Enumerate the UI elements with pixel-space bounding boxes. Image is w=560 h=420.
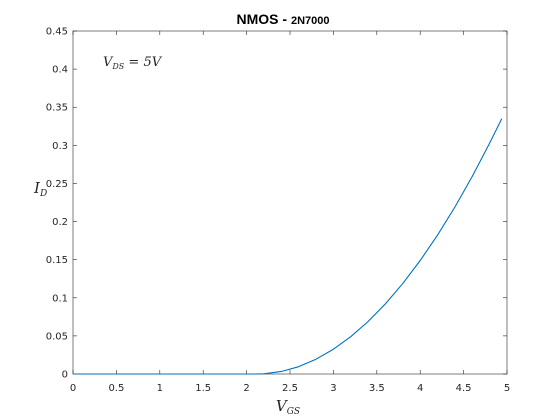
y-tick-label: 0.35 [46, 103, 68, 114]
y-tick-label: 0.05 [46, 331, 68, 342]
y-tick-label: 0.25 [46, 179, 68, 190]
x-axis-label: VGS [276, 397, 300, 417]
y-tick-label: 0.1 [52, 293, 68, 304]
x-tick-label: 3.5 [369, 383, 385, 394]
plot-area [72, 30, 508, 375]
x-tick-label: 4 [417, 383, 423, 394]
x-axis-label-sub: GS [287, 407, 300, 417]
x-tick-label: 2 [243, 383, 249, 394]
y-axis-ticks: 0 0.05 0.1 0.15 0.2 0.25 0.3 0.35 0.4 0.45 [46, 27, 507, 381]
x-tick-label: 0.5 [108, 383, 124, 394]
vds-annotation-sub: DS [111, 62, 124, 71]
chart-title-part: 2N7000 [291, 15, 330, 27]
x-tick-label: 4.5 [456, 383, 472, 394]
y-tick-label: 0.4 [52, 65, 68, 76]
y-axis-label: ID [33, 179, 47, 199]
series-layer [73, 118, 503, 375]
x-tick-label: 1.5 [195, 383, 211, 394]
y-tick-label: 0.2 [52, 217, 68, 228]
y-axis-label-sub: D [39, 189, 47, 199]
x-tick-label: 0 [70, 383, 76, 394]
y-tick-label: 0.3 [52, 141, 68, 152]
y-tick-label: 0.45 [46, 27, 68, 38]
vds-annotation-rest: = 5V [124, 55, 162, 70]
x-axis-ticks: 0 0.5 1 1.5 2 2.5 3 3.5 4 4.5 5 [70, 31, 510, 394]
series-line-id [73, 118, 503, 375]
chart-title: NMOS - 2N7000 [237, 11, 330, 27]
y-tick-label: 0 [62, 370, 68, 381]
x-tick-label: 1 [157, 383, 163, 394]
vds-annotation: VDS = 5V [103, 55, 163, 71]
vds-annotation-base: V [103, 55, 114, 70]
x-axis-label-base: V [276, 397, 289, 415]
x-tick-label: 2.5 [282, 383, 298, 394]
y-tick-label: 0.15 [46, 255, 68, 266]
y-axis-label-base: I [33, 179, 41, 197]
chart-title-main: NMOS - [237, 11, 291, 27]
x-tick-label: 5 [504, 383, 510, 394]
x-tick-label: 3 [330, 383, 336, 394]
